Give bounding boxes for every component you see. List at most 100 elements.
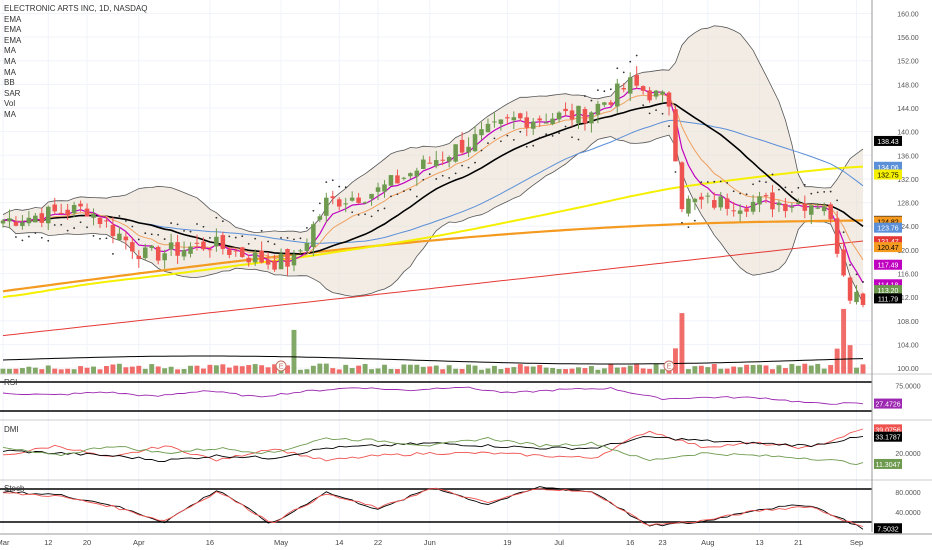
candle	[640, 85, 646, 95]
candle	[117, 226, 122, 241]
candle-body	[692, 198, 698, 203]
candle-body	[712, 200, 717, 208]
symbol-title[interactable]: ELECTRONIC ARTS INC, 1D, NASDAQ	[4, 4, 148, 13]
volume-bar	[71, 369, 77, 374]
price-tick-label: 112.00	[898, 295, 919, 302]
candle-body	[750, 201, 756, 212]
stoch-pane-label[interactable]: Stoch	[4, 484, 25, 493]
candle	[466, 137, 471, 157]
volume-bar	[104, 366, 109, 374]
candle-body	[142, 247, 148, 259]
candle	[718, 191, 724, 211]
legend-bb[interactable]: BB	[4, 78, 15, 88]
legend-vol[interactable]: Vol	[4, 99, 16, 109]
legend-ma-3[interactable]: MA	[4, 67, 16, 77]
volume-bar	[285, 365, 290, 374]
candle	[20, 214, 25, 230]
indicator-value-text: 27.4726	[875, 402, 900, 409]
sar-dot	[396, 193, 399, 196]
legend-ema-1[interactable]: EMA	[4, 14, 22, 24]
candle	[311, 221, 316, 257]
candle-body	[854, 291, 859, 303]
earnings-marker-label: E	[279, 364, 284, 371]
volume-bar	[595, 369, 601, 374]
sar-dot	[590, 99, 593, 102]
moving-averages	[2, 87, 864, 337]
candle-body	[71, 205, 77, 214]
candle	[543, 113, 549, 124]
sar-dot	[719, 180, 722, 183]
candle-body	[569, 110, 575, 120]
legend-ema-3[interactable]: EMA	[4, 35, 22, 45]
candle-body	[718, 196, 724, 208]
candle-body	[647, 90, 652, 101]
volume-bar	[7, 368, 12, 374]
indicator-tick-label: 40.0000	[895, 510, 920, 517]
sar-dot	[254, 237, 257, 240]
price-label-text: 132.75	[877, 173, 899, 180]
volume-bar	[821, 368, 827, 374]
volume-bar	[763, 365, 769, 374]
volume-bar	[653, 363, 659, 374]
sar-dot	[674, 171, 677, 173]
time-tick-label: 22	[374, 538, 382, 547]
candle-body	[498, 119, 504, 124]
earnings-marker[interactable]: E	[663, 360, 675, 372]
time-tick-label: 23	[658, 538, 666, 547]
price-label-text: 117.49	[878, 263, 899, 270]
candle	[427, 156, 433, 164]
dmi-pane-label[interactable]: DMI	[4, 425, 19, 434]
candle	[78, 200, 83, 212]
ma-black-line	[2, 101, 864, 255]
candle-body	[278, 253, 284, 270]
candle-body	[524, 117, 530, 128]
time-tick-label: Mar	[0, 538, 10, 547]
sar-dot	[344, 186, 347, 189]
candle	[433, 150, 439, 169]
volume-bar	[634, 364, 640, 374]
candle	[821, 202, 827, 216]
candle-body	[511, 117, 517, 121]
indicator-value-box	[874, 424, 902, 435]
candle-body	[375, 187, 381, 192]
volume-bar	[724, 368, 730, 374]
indicator-line	[2, 486, 864, 530]
volume-bar	[246, 365, 252, 374]
legend-ema-2[interactable]: EMA	[4, 25, 22, 35]
sar-dot	[273, 243, 276, 246]
sar-dot	[390, 195, 392, 198]
sar-dot	[209, 236, 211, 239]
rsi-pane-label[interactable]: RSI	[4, 378, 18, 387]
price-label: 132.75	[874, 169, 902, 180]
candle	[692, 197, 698, 211]
volume-bar	[543, 367, 549, 374]
candle	[802, 195, 808, 219]
candle	[712, 192, 717, 210]
sar-dot	[467, 166, 470, 169]
sar-dot	[797, 186, 800, 189]
candle	[349, 191, 355, 202]
sar-dot	[474, 161, 476, 164]
volume-bar	[26, 366, 32, 374]
candle-body	[576, 105, 581, 124]
sar-dot	[648, 112, 651, 115]
legend-ma-2[interactable]: MA	[4, 56, 16, 66]
legend-ma-1[interactable]: MA	[4, 46, 16, 56]
sar-dot	[693, 219, 696, 222]
candle-body	[860, 293, 866, 305]
legend-ma-4[interactable]: MA	[4, 109, 16, 119]
sar-dot	[441, 174, 444, 177]
sar-dot	[849, 264, 851, 266]
candle	[130, 237, 135, 259]
sar-dot	[189, 230, 192, 233]
legend-sar[interactable]: SAR	[4, 88, 21, 98]
indicator-value-label: 33.1787	[874, 431, 902, 442]
earnings-marker[interactable]: E	[275, 360, 287, 372]
candle-body	[634, 75, 639, 86]
candle	[369, 193, 374, 206]
candle-body	[466, 146, 471, 153]
candle	[860, 292, 866, 308]
sar-dot	[726, 182, 729, 184]
volume-bar	[815, 363, 821, 374]
